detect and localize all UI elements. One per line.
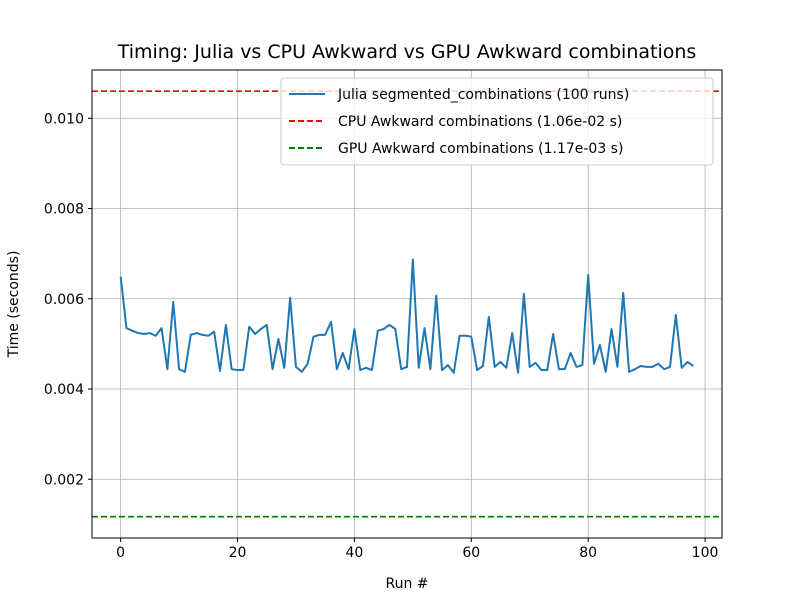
chart-title: Timing: Julia vs CPU Awkward vs GPU Awkw…: [117, 41, 697, 63]
x-tick-label: 100: [692, 545, 719, 561]
x-tick-label: 40: [345, 545, 363, 561]
y-tick-label: 0.006: [44, 292, 84, 308]
y-tick-label: 0.002: [44, 472, 84, 488]
y-axis-label: Time (seconds): [6, 251, 22, 359]
legend-label: CPU Awkward combinations (1.06e-02 s): [338, 114, 622, 130]
legend-label: Julia segmented_combinations (100 runs): [337, 87, 629, 103]
x-tick-label: 0: [116, 545, 125, 561]
y-tick-label: 0.008: [44, 202, 84, 218]
x-axis-label: Run #: [385, 576, 428, 592]
y-tick-label: 0.010: [44, 111, 84, 127]
legend-label: GPU Awkward combinations (1.17e-03 s): [338, 141, 623, 157]
x-tick-label: 80: [579, 545, 597, 561]
x-tick-label: 20: [229, 545, 247, 561]
y-tick-label: 0.004: [44, 382, 84, 398]
line-series-0: [121, 260, 694, 373]
ticks: 0 20 40 60 80 100 0.002 0.004 0.006 0.008 0.010: [44, 111, 719, 561]
x-tick-label: 60: [462, 545, 480, 561]
legend: Julia segmented_combinations (100 runs) C…: [281, 78, 713, 165]
